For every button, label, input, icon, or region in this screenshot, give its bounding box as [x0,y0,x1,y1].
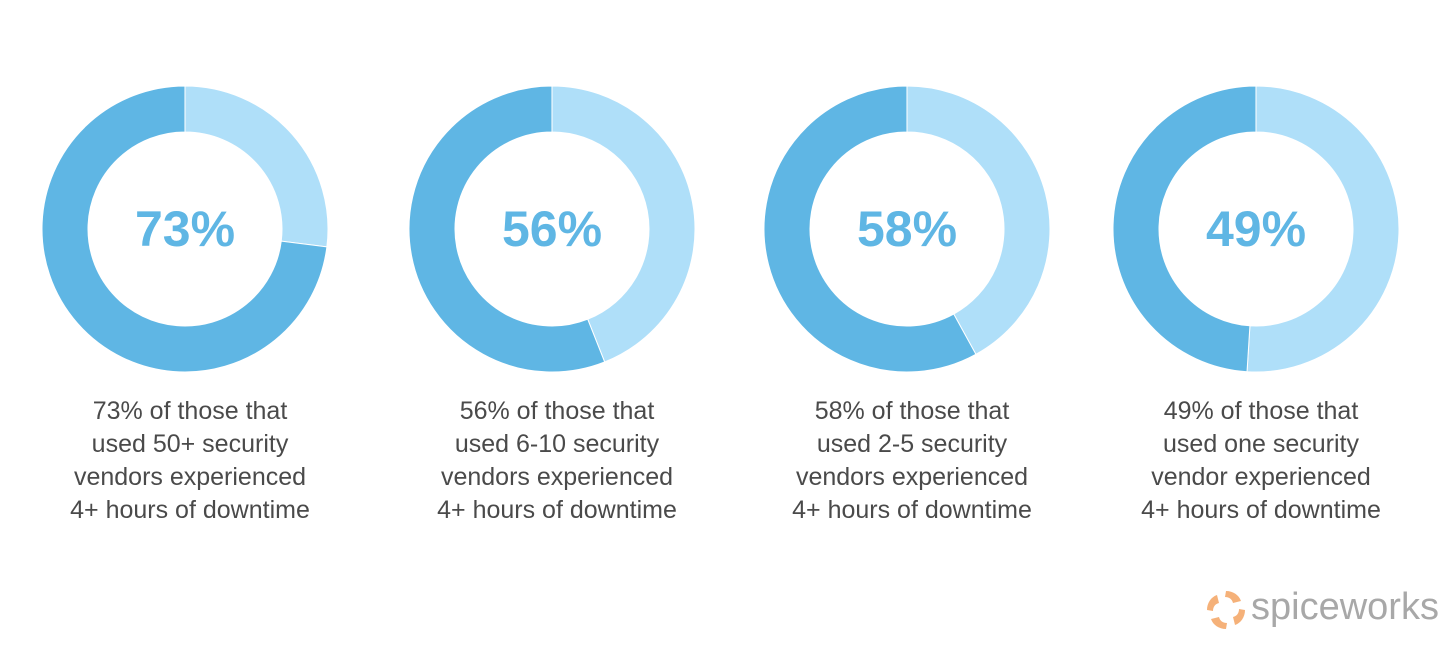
caption-line: vendors experienced [73,463,307,491]
caption-line: 56% of those that [459,397,655,425]
caption-line: 4+ hours of downtime [70,496,310,524]
donut-chart-2-5: 58% 58% of those that used 2-5 security … [762,0,1102,540]
spiceworks-swirl-icon [1207,591,1245,629]
caption-line: 49% of those that [1163,397,1359,425]
donut-chart-6-10: 56% 56% of those that used 6-10 security… [407,0,747,540]
donut-ring [408,85,696,373]
caption-line: used 6-10 security [454,430,660,458]
caption-line: 58% of those that [814,397,1010,425]
caption: 56% of those that used 6-10 security ven… [367,395,747,527]
donut-ring [763,85,1051,373]
caption-line: 4+ hours of downtime [1141,496,1381,524]
caption-line: 4+ hours of downtime [792,496,1032,524]
donut-ring [41,85,329,373]
donut-chart-50plus: 73% 73% of those that used 50+ security … [40,0,380,540]
percent-label: 49% [1205,201,1307,257]
percent-label: 73% [134,201,236,257]
caption-line: 4+ hours of downtime [437,496,677,524]
caption-line: used 50+ security [91,430,289,458]
percent-label: 56% [501,201,603,257]
donut-ring [1112,85,1400,373]
logo-wordmark: spiceworks [1251,586,1439,628]
caption: 49% of those that used one security vend… [1071,395,1442,527]
caption-line: vendor experienced [1151,463,1371,491]
caption-line: 73% of those that [92,397,288,425]
caption-line: vendors experienced [795,463,1029,491]
percent-label: 58% [856,201,958,257]
caption-line: used one security [1163,430,1359,458]
donut-chart-one: 49% 49% of those that used one security … [1111,0,1442,540]
spiceworks-logo: spiceworks [1203,585,1439,633]
caption-line: vendors experienced [440,463,674,491]
caption: 73% of those that used 50+ security vend… [0,395,380,527]
caption: 58% of those that used 2-5 security vend… [722,395,1102,527]
caption-line: used 2-5 security [816,430,1008,458]
